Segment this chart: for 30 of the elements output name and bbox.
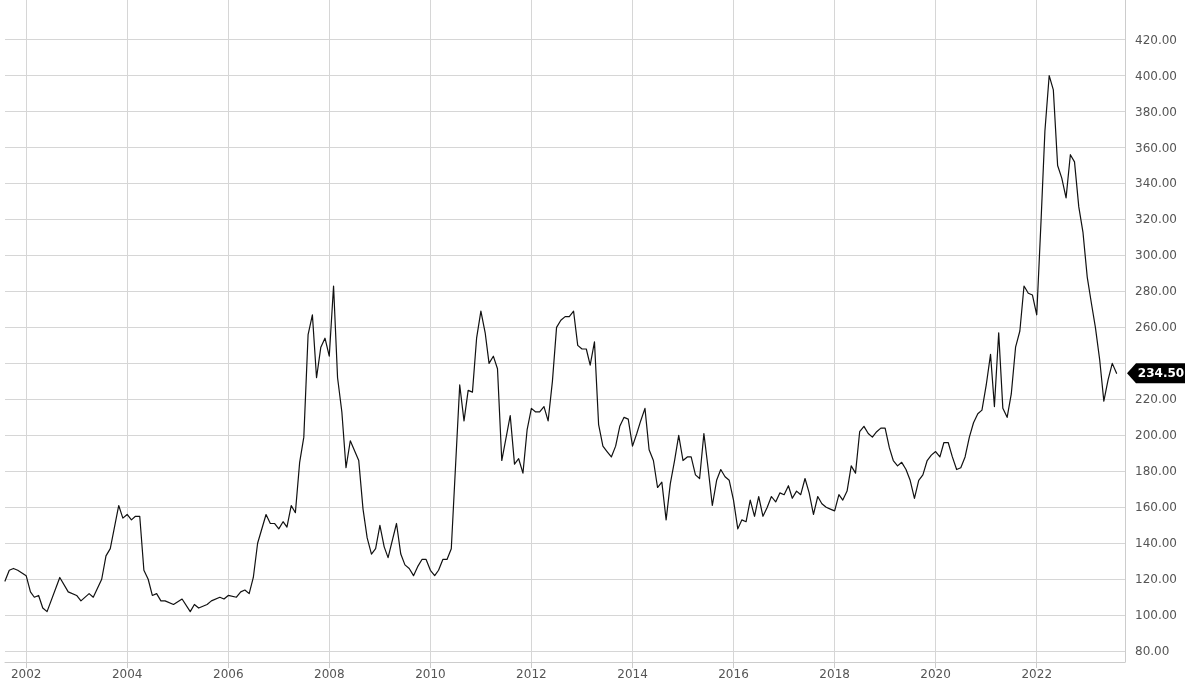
y-tick-label: 260.00 (1135, 320, 1177, 335)
x-tick-label: 2012 (516, 667, 547, 681)
line-series (4, 74, 1118, 613)
x-tick-label: 2020 (920, 667, 951, 681)
x-tick-label: 2010 (415, 667, 446, 681)
y-tick-label: 160.00 (1135, 500, 1177, 515)
y-tick-label: 140.00 (1135, 536, 1177, 551)
y-tick-label: 360.00 (1135, 140, 1177, 155)
x-tick-label: 2002 (10, 667, 42, 681)
x-tick-label: 2018 (819, 667, 850, 681)
y-tick-label: 120.00 (1135, 572, 1177, 587)
x-tick-label: 2006 (213, 667, 244, 681)
x-tick-label: 2008 (314, 667, 345, 681)
y-tick-label: 280.00 (1135, 284, 1177, 299)
y-tick-label: 420.00 (1135, 32, 1177, 47)
y-tick-label: 400.00 (1135, 68, 1177, 83)
y-tick-label: 220.00 (1135, 392, 1177, 407)
x-tick-label: 2014 (617, 667, 648, 681)
y-tick-label: 320.00 (1135, 212, 1177, 227)
y-tick-label: 340.00 (1135, 176, 1177, 191)
x-tick-label: 2016 (718, 667, 749, 681)
y-tick-label: 380.00 (1135, 104, 1177, 119)
y-tick-label: 180.00 (1135, 464, 1177, 479)
annotation: 234.50 (1137, 366, 1185, 381)
y-tick-label: 80.00 (1135, 644, 1170, 659)
y-tick-label: 300.00 (1135, 248, 1177, 263)
y-tick-label: 200.00 (1135, 428, 1177, 443)
x-tick-label: 2004 (111, 667, 143, 681)
x-tick-label: 2022 (1021, 667, 1053, 681)
y-tick-label: 100.00 (1135, 608, 1177, 623)
